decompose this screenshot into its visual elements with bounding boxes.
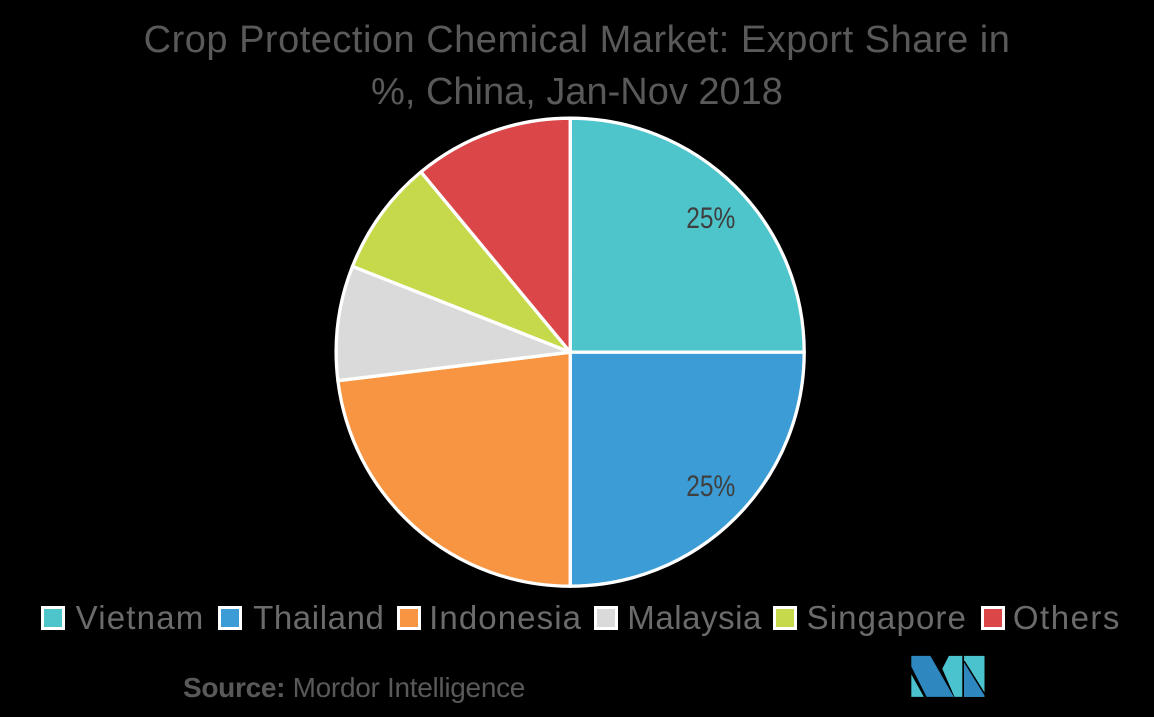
svg-text:25%: 25% [686, 470, 735, 503]
svg-text:25%: 25% [686, 202, 735, 235]
